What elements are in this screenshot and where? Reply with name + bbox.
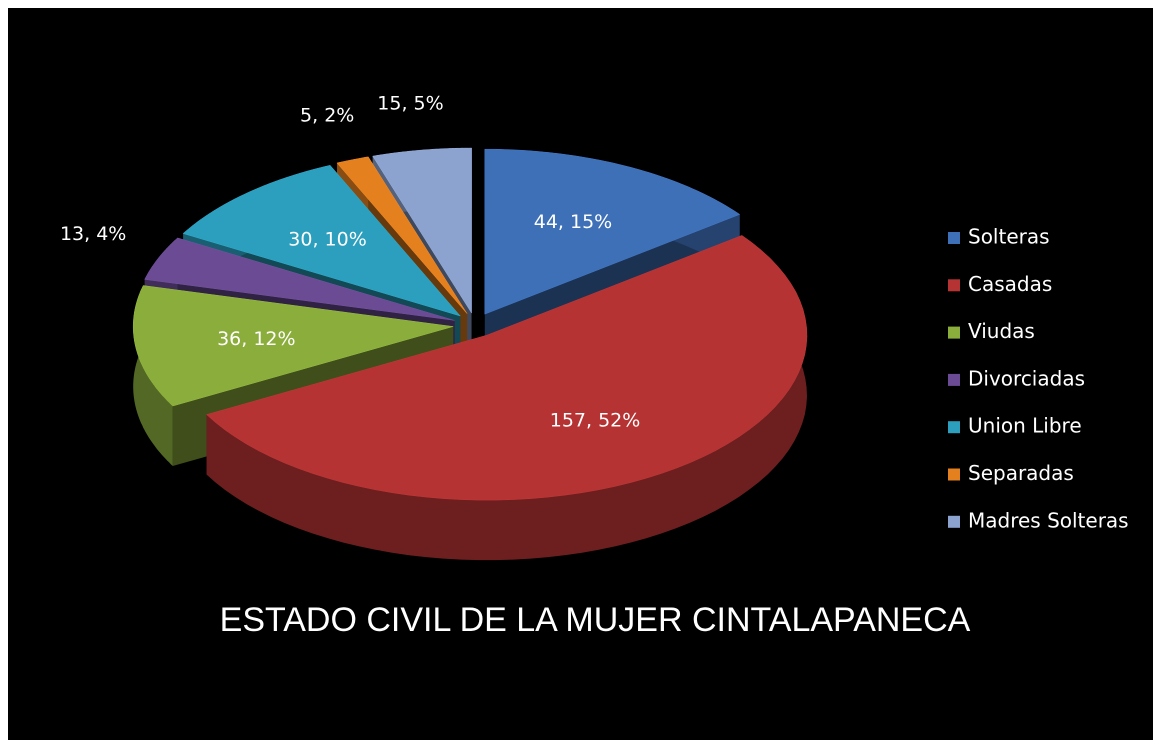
legend-label: Viudas bbox=[968, 319, 1035, 343]
slice bbox=[182, 165, 462, 317]
data-label: 13, 4% bbox=[60, 223, 126, 245]
slice bbox=[336, 156, 468, 314]
legend-label: Union Libre bbox=[968, 414, 1082, 438]
slice bbox=[372, 147, 472, 314]
slice-group bbox=[206, 235, 808, 561]
legend-label: Divorciadas bbox=[968, 366, 1085, 390]
chart-title: ESTADO CIVIL DE LA MUJER CINTALAPANECA bbox=[220, 601, 971, 639]
data-label: 157, 52% bbox=[550, 409, 641, 431]
data-label: 44, 15% bbox=[534, 211, 613, 233]
slice bbox=[484, 148, 741, 315]
legend-swatch bbox=[948, 279, 960, 292]
legend-label: Casadas bbox=[968, 272, 1052, 296]
legend-swatch bbox=[948, 326, 960, 339]
legend-label: Solteras bbox=[968, 225, 1050, 249]
legend-swatch bbox=[948, 515, 960, 528]
legend-label: Separadas bbox=[968, 461, 1074, 485]
slice bbox=[206, 235, 808, 501]
slice bbox=[144, 237, 455, 321]
legend-swatch bbox=[948, 421, 960, 434]
data-label: 5, 2% bbox=[300, 104, 354, 126]
slice-side bbox=[206, 235, 808, 561]
legend-swatch bbox=[948, 468, 960, 481]
data-label: 30, 10% bbox=[288, 228, 367, 250]
data-label: 15, 5% bbox=[377, 93, 443, 115]
legend-label: Madres Solteras bbox=[968, 508, 1129, 532]
legend-swatch bbox=[948, 232, 960, 244]
data-label: 36, 12% bbox=[217, 328, 296, 350]
slice bbox=[132, 285, 454, 407]
legend-swatch bbox=[948, 373, 960, 386]
